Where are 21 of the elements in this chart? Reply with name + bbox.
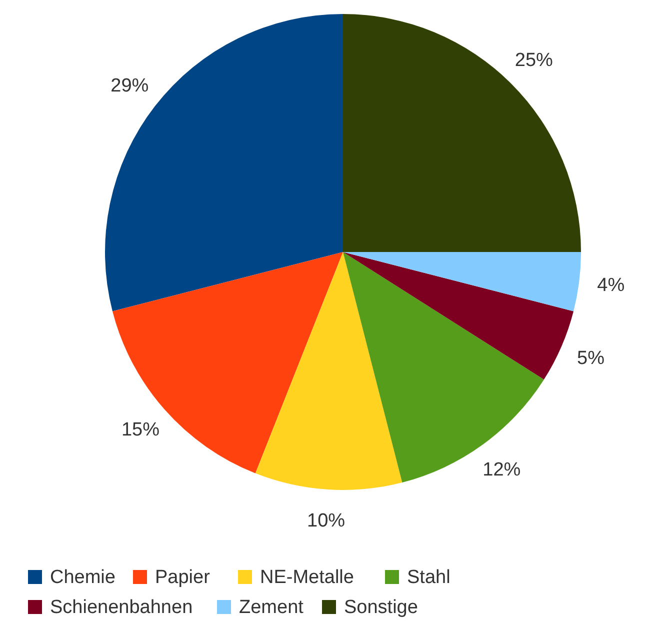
pie-slice <box>343 14 581 252</box>
legend-label: Schienenbahnen <box>50 597 193 618</box>
legend-label: Papier <box>155 567 211 588</box>
data-label: 4% <box>597 274 625 296</box>
legend-label: Chemie <box>50 567 116 588</box>
legend-label: NE-Metalle <box>260 567 354 588</box>
pie-slice <box>255 252 402 490</box>
pie-slice <box>112 252 343 474</box>
data-label: 25% <box>514 50 554 72</box>
data-label: 12% <box>482 459 521 480</box>
pie-slice <box>343 252 581 312</box>
pie-slice <box>105 14 343 312</box>
data-label: 15% <box>121 420 160 441</box>
data-label: 5% <box>577 348 605 370</box>
data-label: 10% <box>307 510 346 532</box>
legend-label: Zement <box>239 597 304 618</box>
pie-slice <box>343 252 544 483</box>
pie-slice <box>343 252 574 380</box>
data-label: 29% <box>110 76 149 97</box>
legend-label: Sonstige <box>344 597 418 618</box>
legend-label: Stahl <box>407 567 450 588</box>
